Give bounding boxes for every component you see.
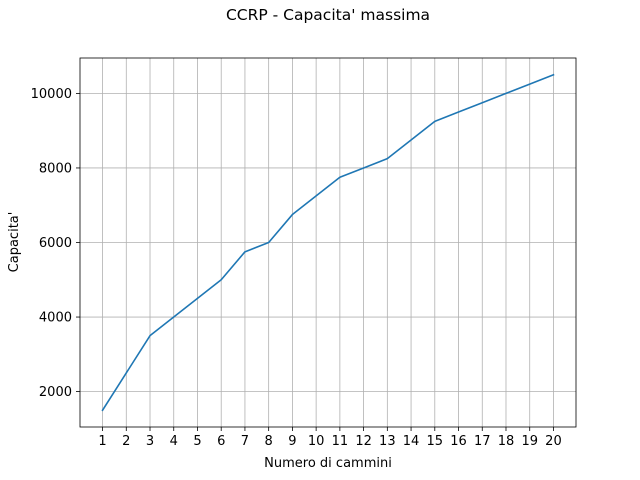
x-tick-label: 9 — [288, 434, 296, 449]
x-tick-label: 4 — [170, 434, 178, 449]
data-point — [244, 251, 246, 253]
data-point — [267, 241, 269, 243]
data-point — [552, 74, 554, 76]
x-tick-label: 17 — [474, 434, 491, 449]
x-tick-label: 2 — [122, 434, 130, 449]
x-tick-label: 18 — [498, 434, 515, 449]
y-tick-label: 4000 — [39, 311, 72, 326]
y-tick-label: 6000 — [39, 236, 72, 251]
data-point — [386, 157, 388, 159]
data-point — [339, 176, 341, 178]
x-tick-label: 1 — [98, 434, 106, 449]
x-tick-label: 6 — [217, 434, 225, 449]
data-point — [457, 111, 459, 113]
series-layer — [101, 73, 555, 412]
x-axis-ticks: 1 2 3 4 5 6 7 8 9 10 11 12 13 14 15 16 17 18 19 20 — [98, 427, 562, 449]
data-point — [481, 102, 483, 104]
data-point — [291, 213, 293, 215]
x-tick-label: 20 — [545, 434, 562, 449]
data-point — [125, 372, 127, 374]
data-point — [315, 195, 317, 197]
y-tick-label: 8000 — [39, 161, 72, 176]
data-point — [362, 167, 364, 169]
x-tick-label: 12 — [355, 434, 372, 449]
data-point — [196, 297, 198, 299]
x-tick-label: 13 — [379, 434, 396, 449]
y-tick-label: 10000 — [31, 87, 72, 102]
data-point — [149, 334, 151, 336]
x-tick-label: 10 — [308, 434, 325, 449]
data-point — [101, 409, 103, 411]
x-tick-label: 16 — [450, 434, 467, 449]
y-axis-ticks: 2000 4000 6000 8000 10000 — [31, 87, 80, 400]
series-line — [101, 73, 555, 412]
x-axis-label: Numero di cammini — [264, 456, 392, 471]
x-tick-label: 7 — [241, 434, 249, 449]
x-tick-label: 3 — [146, 434, 154, 449]
x-tick-label: 15 — [427, 434, 444, 449]
data-point — [529, 83, 531, 85]
x-tick-label: 14 — [403, 434, 420, 449]
x-tick-label: 19 — [521, 434, 538, 449]
data-point — [410, 139, 412, 141]
chart-title: CCRP - Capacita' massima — [226, 6, 430, 24]
data-point — [220, 279, 222, 281]
data-point — [505, 92, 507, 94]
data-point — [434, 120, 436, 122]
y-axis-label: Capacita' — [7, 212, 22, 273]
y-tick-label: 2000 — [39, 385, 72, 400]
x-tick-label: 5 — [193, 434, 201, 449]
x-tick-label: 11 — [332, 434, 349, 449]
data-point — [173, 316, 175, 318]
x-tick-label: 8 — [265, 434, 273, 449]
grid-lines — [80, 58, 576, 427]
